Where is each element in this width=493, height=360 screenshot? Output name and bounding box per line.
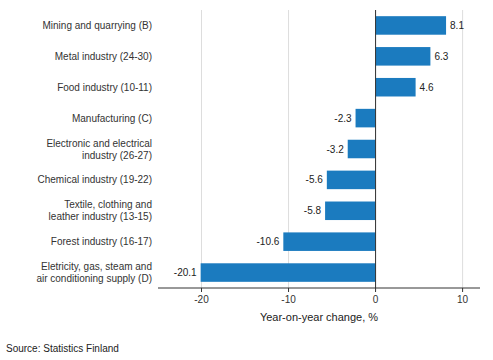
x-axis: -20 -10 0 10 <box>158 288 480 305</box>
data-label: 8.1 <box>450 20 464 31</box>
background <box>0 0 493 360</box>
x-tick-label: -10 <box>281 294 296 305</box>
data-label: 4.6 <box>420 82 434 93</box>
category-label-line: leather industry (13-15) <box>49 211 152 222</box>
grid-line <box>201 10 202 288</box>
category-label-line: Chemical industry (19-22) <box>38 174 153 185</box>
data-label: -10.6 <box>257 236 280 247</box>
category-label: Forest industry (16-17) <box>51 236 152 247</box>
category-label: Metal industry (24-30) <box>55 51 152 62</box>
category-label-line: Electronic and electrical <box>46 138 152 149</box>
category-label-line: Food industry (10-11) <box>57 82 152 93</box>
grid-line <box>375 10 376 288</box>
data-label: -3.2 <box>326 144 344 155</box>
category-label: Electronic and electricalindustry (26-27… <box>46 138 152 161</box>
grid-line <box>462 10 463 288</box>
baseline <box>375 10 376 288</box>
data-label: -5.6 <box>306 174 324 185</box>
category-label-line: Eletricity, gas, steam and <box>41 261 152 272</box>
x-tick-label: 10 <box>457 294 469 305</box>
category-label-line: Forest industry (16-17) <box>51 236 152 247</box>
bar <box>201 263 376 282</box>
chart: -20.1 -10.6 -5.8 -5.6 -3.2 -2.3 4.6 6.3 8.1 Eletr… <box>0 0 493 360</box>
data-label: -5.8 <box>304 205 322 216</box>
category-label-line: industry (26-27) <box>82 150 152 161</box>
bar <box>356 109 376 128</box>
data-labels: -20.1 -10.6 -5.8 -5.6 -3.2 -2.3 4.6 6.3 8.1 <box>174 20 465 278</box>
bar <box>376 16 446 35</box>
bar <box>327 171 376 190</box>
x-axis-line <box>158 288 480 289</box>
bar <box>376 78 416 97</box>
category-label: Food industry (10-11) <box>57 82 152 93</box>
bars <box>201 16 446 282</box>
bar <box>325 202 375 221</box>
category-label: Mining and quarrying (B) <box>43 20 153 31</box>
category-label-line: Mining and quarrying (B) <box>43 20 153 31</box>
category-label-line: Manufacturing (C) <box>72 113 152 124</box>
x-tick-label: 0 <box>373 294 379 305</box>
category-labels: Eletricity, gas, steam andair conditioni… <box>36 20 152 284</box>
x-axis-label: Year-on-year change, % <box>260 311 378 323</box>
source-note: Source: Statistics Finland <box>6 343 119 354</box>
category-label-line: Metal industry (24-30) <box>55 51 152 62</box>
x-tick-label: -20 <box>194 294 209 305</box>
grid <box>202 10 463 288</box>
category-label-line: Textile, clothing and <box>64 199 152 210</box>
x-tick <box>375 288 376 292</box>
x-tick <box>201 288 202 292</box>
x-tick <box>288 288 289 292</box>
category-label: Textile, clothing andleather industry (1… <box>49 199 152 222</box>
category-label: Manufacturing (C) <box>72 113 152 124</box>
category-label-line: air conditioning supply (D) <box>36 273 152 284</box>
category-label: Eletricity, gas, steam andair conditioni… <box>36 261 152 284</box>
category-label: Chemical industry (19-22) <box>38 174 153 185</box>
data-label: -2.3 <box>334 113 352 124</box>
data-label: 6.3 <box>434 51 448 62</box>
bar <box>283 232 375 251</box>
x-tick <box>462 288 463 292</box>
chart-container: -20.1 -10.6 -5.8 -5.6 -3.2 -2.3 4.6 6.3 8.1 Eletr… <box>0 0 493 360</box>
bar <box>348 140 376 159</box>
data-label: -20.1 <box>174 267 197 278</box>
bar <box>376 47 431 66</box>
